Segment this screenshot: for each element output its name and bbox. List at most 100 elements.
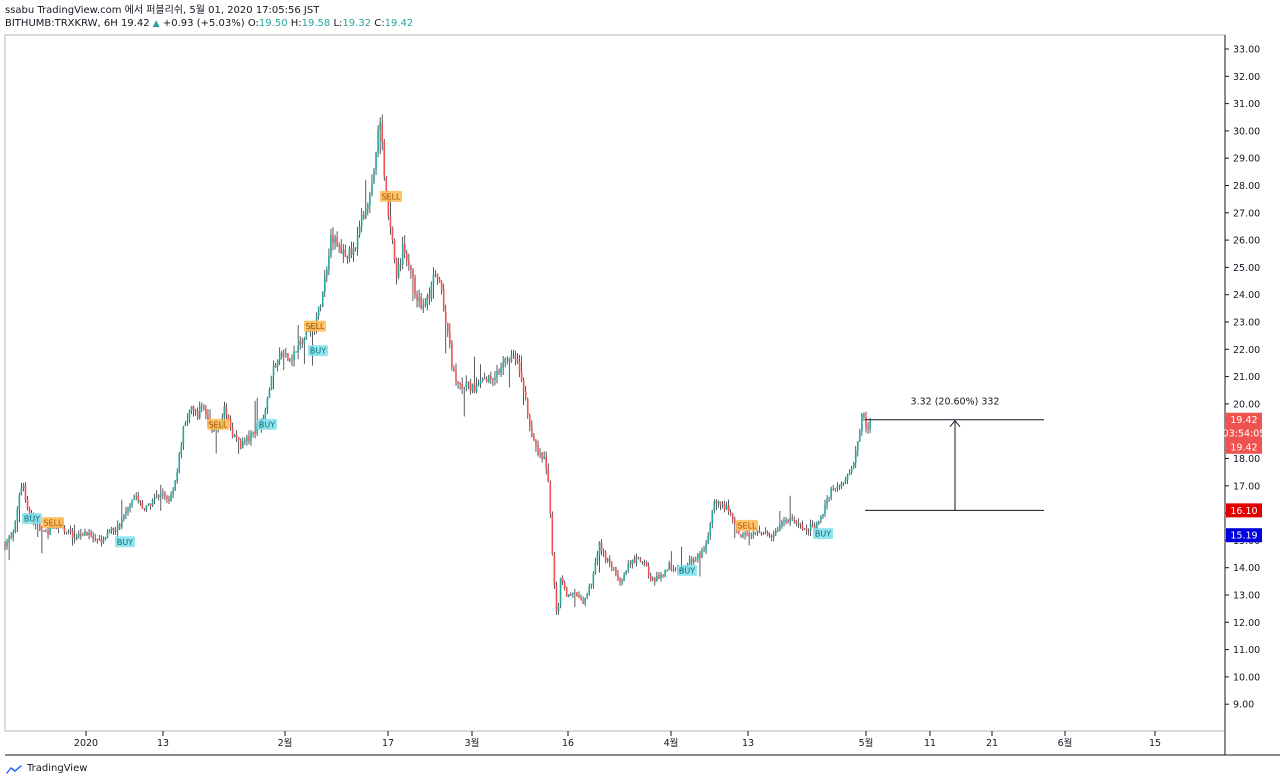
price-badge [1226, 528, 1262, 543]
candle-body [276, 360, 279, 367]
candle-body [406, 253, 408, 261]
footer-brand[interactable]: TradingView [5, 763, 87, 774]
candle-body [867, 426, 869, 430]
candle-body [69, 530, 72, 532]
candle-body [291, 359, 293, 361]
candle-body [768, 535, 771, 537]
price-badge [1226, 426, 1262, 441]
candle-body [656, 575, 658, 582]
candle-body [625, 570, 627, 575]
candle-body [822, 513, 824, 517]
candle-body [22, 485, 25, 489]
candle-body [846, 474, 849, 480]
x-tick-label: 11 [924, 738, 936, 749]
candle-body [137, 496, 140, 500]
candle-body [47, 530, 49, 535]
signal-label: BUY [117, 538, 133, 547]
candle-body [73, 537, 76, 539]
candle-body [139, 500, 142, 503]
candle-body [131, 499, 133, 505]
candle-body [328, 255, 330, 270]
candle-body [170, 494, 172, 501]
candle-body [533, 435, 535, 440]
candle-body [570, 594, 572, 596]
candle-body [649, 575, 652, 580]
y-tick-label: 12.00 [1233, 618, 1260, 629]
candle-body [844, 479, 847, 483]
candle-body [436, 273, 439, 279]
candle-body [371, 183, 373, 195]
candle-body [334, 237, 336, 244]
signal-label: SELL [43, 519, 63, 528]
candle-body [45, 530, 47, 532]
candle-body [96, 538, 99, 540]
candle-body [795, 521, 798, 524]
candle-body [520, 372, 523, 381]
price-badge [1226, 503, 1262, 518]
candle-body [252, 431, 254, 433]
candle-body [393, 240, 396, 260]
candle-body [838, 486, 841, 488]
time-axis[interactable]: 2020 13 2월 17 3월 16 4월 13 5월 11 21 6월 15 [74, 731, 1161, 749]
buy-signal [308, 345, 328, 357]
candle-body [744, 533, 746, 535]
candle-body [264, 409, 267, 419]
candle-body [449, 331, 451, 344]
candle-body [549, 481, 552, 514]
candle-body [147, 503, 150, 505]
candle-body [203, 406, 205, 409]
candle-body [106, 532, 109, 538]
candle-body [740, 534, 742, 537]
candle-body [475, 385, 478, 392]
candle-body [848, 472, 851, 475]
price-axis[interactable]: 33.00 32.00 31.00 30.00 29.00 28.00 27.00 26.00… [1225, 45, 1260, 711]
candle-body [600, 542, 603, 551]
candle-body [8, 536, 10, 543]
candle-body [430, 283, 433, 299]
low-value: 19.32 [342, 18, 372, 29]
candle-body [160, 494, 162, 497]
candle-body [738, 529, 740, 534]
candle-body [399, 263, 402, 265]
candle-body [483, 377, 486, 379]
candle-body [151, 500, 154, 506]
candle-body [504, 358, 506, 363]
y-tick-label: 27.00 [1233, 208, 1260, 219]
candle-body [469, 381, 472, 391]
candle-body [116, 524, 119, 531]
candle-body [647, 566, 650, 576]
candle-body [742, 534, 744, 537]
y-tick-label: 26.00 [1233, 236, 1260, 247]
candle-body [490, 375, 492, 379]
candle-body [123, 514, 125, 519]
candle-body [180, 445, 183, 454]
candle-body [668, 562, 670, 570]
candle-body [529, 414, 531, 427]
candle-body [412, 269, 414, 278]
candle-body [176, 471, 178, 482]
candle-body [488, 375, 490, 382]
measure-label: 3.32 (20.60%) 332 [911, 397, 1000, 408]
candle-body [770, 535, 773, 538]
sell-signal [304, 320, 326, 332]
candle-body [762, 533, 765, 535]
candle-body [580, 597, 582, 601]
y-tick-label: 29.00 [1233, 154, 1260, 165]
candle-body [6, 542, 8, 547]
sell-signal [42, 517, 64, 529]
candle-body [578, 595, 580, 598]
candle-body [721, 504, 724, 506]
open-value: 19.50 [258, 18, 288, 29]
price-badges: 19.42 03:54:05 19.42 16.10 15.19 [1223, 412, 1265, 543]
candle-body [627, 563, 629, 571]
candle-body [764, 531, 767, 533]
buy-signal [115, 536, 135, 548]
measure-tool[interactable]: 3.32 (20.60%) 332 [865, 397, 1044, 511]
candle-body [850, 468, 853, 473]
candle-body [75, 536, 78, 539]
candle-body [457, 381, 459, 384]
candle-body [707, 535, 709, 544]
candle-body [859, 431, 861, 442]
candle-body [492, 378, 494, 381]
